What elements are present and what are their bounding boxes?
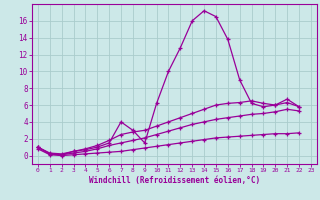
X-axis label: Windchill (Refroidissement éolien,°C): Windchill (Refroidissement éolien,°C) <box>89 176 260 185</box>
